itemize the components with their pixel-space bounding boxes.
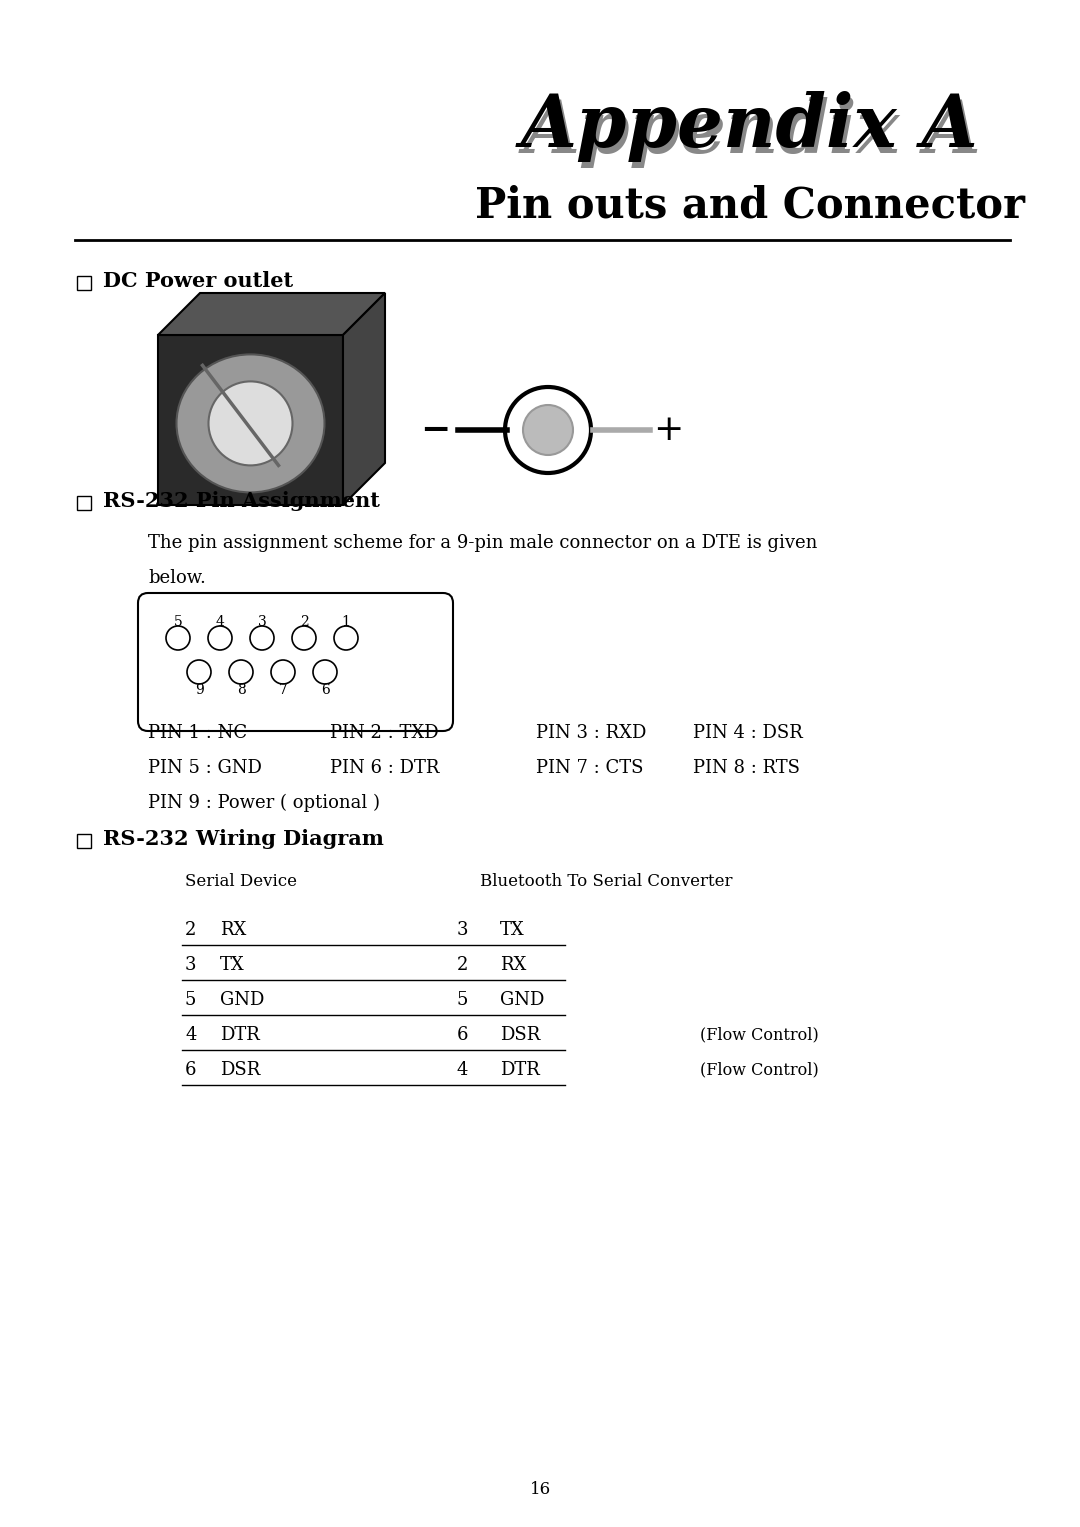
Text: RX: RX	[500, 956, 526, 974]
Text: (Flow Control): (Flow Control)	[700, 1061, 819, 1078]
Text: RX: RX	[220, 921, 246, 939]
Text: Pin outs and Connector: Pin outs and Connector	[475, 183, 1025, 226]
Text: RS-232 Wiring Diagram: RS-232 Wiring Diagram	[103, 829, 383, 849]
Circle shape	[229, 660, 253, 684]
Text: Appendix A: Appendix A	[522, 92, 978, 162]
Circle shape	[187, 660, 211, 684]
Text: 4: 4	[216, 615, 225, 629]
Text: 3: 3	[185, 956, 197, 974]
Bar	[77, 496, 91, 510]
Text: PIN 9 : Power ( optional ): PIN 9 : Power ( optional )	[148, 794, 380, 812]
Text: PIN 5 : GND: PIN 5 : GND	[148, 759, 261, 777]
Text: 6: 6	[321, 683, 329, 696]
Text: DSR: DSR	[220, 1061, 260, 1080]
Text: 3: 3	[457, 921, 468, 939]
Text: PIN 7 : CTS: PIN 7 : CTS	[536, 759, 644, 777]
Text: −: −	[420, 412, 450, 447]
Circle shape	[313, 660, 337, 684]
Circle shape	[249, 626, 274, 651]
Text: Serial Device: Serial Device	[185, 873, 297, 890]
Text: 4: 4	[457, 1061, 468, 1080]
Text: DTR: DTR	[500, 1061, 540, 1080]
Text: 2: 2	[457, 956, 468, 974]
Text: 5: 5	[457, 991, 468, 1009]
Text: 2: 2	[185, 921, 197, 939]
Text: 7: 7	[279, 683, 287, 696]
Text: 6: 6	[185, 1061, 197, 1080]
Polygon shape	[158, 334, 343, 505]
Circle shape	[208, 626, 232, 651]
Text: 8: 8	[237, 683, 245, 696]
Text: Appendix A: Appendix A	[524, 98, 982, 168]
Circle shape	[271, 660, 295, 684]
Text: 4: 4	[185, 1026, 197, 1044]
Text: GND: GND	[500, 991, 544, 1009]
Text: PIN 6 : DTR: PIN 6 : DTR	[330, 759, 440, 777]
Polygon shape	[158, 293, 384, 334]
Circle shape	[292, 626, 316, 651]
Text: DTR: DTR	[220, 1026, 260, 1044]
Text: PIN 8 : RTS: PIN 8 : RTS	[693, 759, 800, 777]
Text: The pin assignment scheme for a 9-pin male connector on a DTE is given: The pin assignment scheme for a 9-pin ma…	[148, 534, 818, 551]
Polygon shape	[343, 293, 384, 505]
Text: 16: 16	[529, 1481, 551, 1498]
Circle shape	[334, 626, 357, 651]
Bar	[77, 276, 91, 290]
Circle shape	[505, 386, 591, 473]
Text: 1: 1	[341, 615, 350, 629]
Text: 9: 9	[194, 683, 203, 696]
Text: PIN 3 : RXD: PIN 3 : RXD	[536, 724, 646, 742]
Ellipse shape	[176, 354, 324, 492]
Text: Bluetooth To Serial Converter: Bluetooth To Serial Converter	[480, 873, 732, 890]
Text: TX: TX	[220, 956, 245, 974]
Text: RS-232 Pin Assignment: RS-232 Pin Assignment	[103, 492, 380, 512]
Text: 6: 6	[457, 1026, 468, 1044]
Text: DC Power outlet: DC Power outlet	[103, 270, 293, 292]
Text: 2: 2	[299, 615, 309, 629]
Text: 5: 5	[185, 991, 197, 1009]
Circle shape	[166, 626, 190, 651]
Text: PIN 1 : NC: PIN 1 : NC	[148, 724, 247, 742]
Text: TX: TX	[500, 921, 525, 939]
FancyBboxPatch shape	[138, 592, 453, 731]
Circle shape	[208, 382, 293, 466]
Text: DSR: DSR	[500, 1026, 540, 1044]
Text: below.: below.	[148, 570, 206, 586]
Text: PIN 4 : DSR: PIN 4 : DSR	[693, 724, 802, 742]
Text: (Flow Control): (Flow Control)	[700, 1026, 819, 1043]
Text: PIN 2 : TXD: PIN 2 : TXD	[330, 724, 438, 742]
Circle shape	[523, 405, 573, 455]
Text: 3: 3	[258, 615, 267, 629]
Bar	[77, 834, 91, 847]
Text: GND: GND	[220, 991, 265, 1009]
Text: 5: 5	[174, 615, 183, 629]
Text: +: +	[652, 412, 684, 447]
